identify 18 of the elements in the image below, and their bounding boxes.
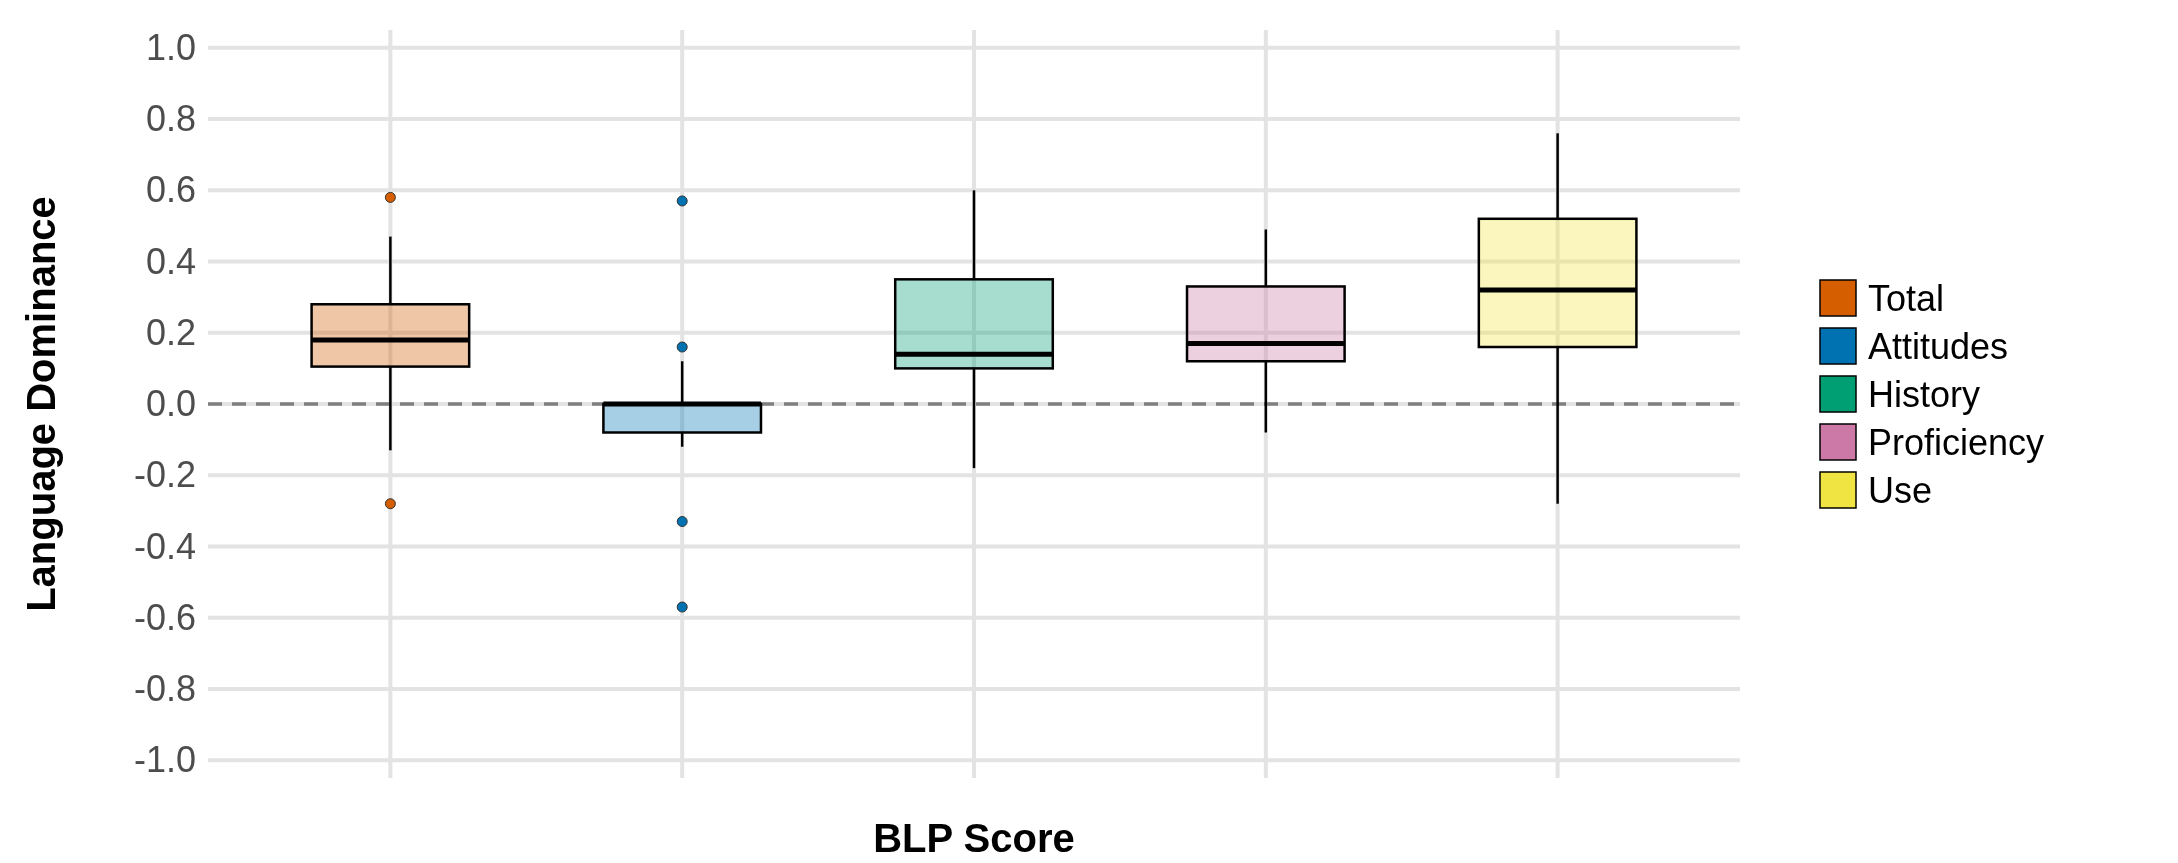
y-tick-label: 0.2 (145, 311, 196, 353)
y-tick-label: 0.0 (145, 383, 196, 425)
legend-label: History (1868, 374, 1981, 415)
y-tick-label: -0.2 (133, 454, 196, 496)
y-tick-label: -0.8 (133, 667, 196, 709)
x-axis-title: BLP Score (873, 816, 1075, 860)
y-tick-label: 0.8 (145, 98, 196, 140)
y-tick-label: -0.6 (133, 596, 196, 638)
y-tick-label: 0.4 (145, 240, 196, 282)
legend-label: Use (1868, 470, 1933, 511)
legend-label: Total (1868, 278, 1945, 319)
y-tick-label: 0.6 (145, 169, 196, 211)
y-axis-title: Language Dominance (19, 196, 63, 612)
legend-label: Attitudes (1868, 326, 2009, 367)
y-tick-label: -0.4 (133, 525, 196, 567)
y-tick-label: -1.0 (133, 739, 196, 781)
y-tick-label: 1.0 (145, 26, 196, 68)
legend-label: Proficiency (1868, 422, 2045, 463)
